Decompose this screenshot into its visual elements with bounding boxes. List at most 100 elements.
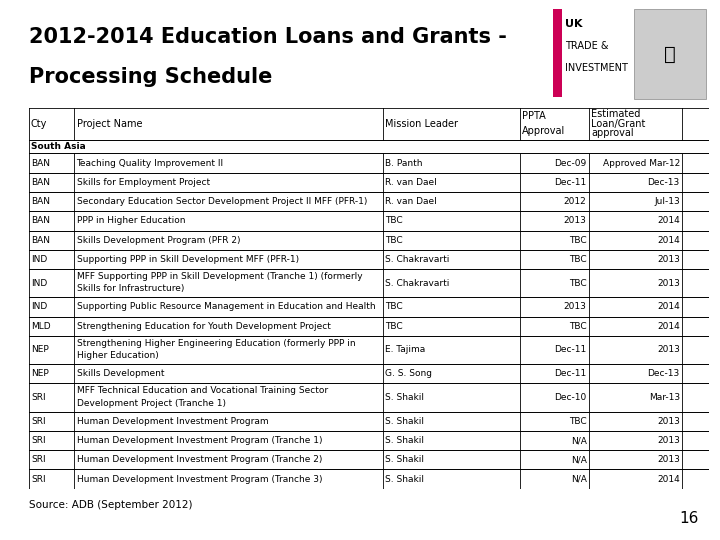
- Text: Project Name: Project Name: [76, 119, 142, 129]
- Text: Development Project (Tranche 1): Development Project (Tranche 1): [76, 399, 225, 408]
- Text: E. Tajima: E. Tajima: [384, 346, 425, 354]
- Text: R. van Dael: R. van Dael: [384, 178, 436, 187]
- Text: S. Shakil: S. Shakil: [384, 417, 424, 426]
- Text: Loan/Grant: Loan/Grant: [591, 119, 645, 129]
- Text: BAN: BAN: [31, 178, 50, 187]
- Text: Mar-13: Mar-13: [649, 393, 680, 402]
- Text: Teaching Quality Improvement II: Teaching Quality Improvement II: [76, 159, 224, 167]
- Text: Dec-11: Dec-11: [554, 178, 587, 187]
- Text: SRI: SRI: [31, 393, 45, 402]
- Text: Dec-11: Dec-11: [554, 346, 587, 354]
- Bar: [634, 9, 706, 99]
- Text: Skills for Employment Project: Skills for Employment Project: [76, 178, 210, 187]
- Text: SRI: SRI: [31, 475, 45, 483]
- Text: INVESTMENT: INVESTMENT: [565, 63, 628, 73]
- Text: PPP in Higher Education: PPP in Higher Education: [76, 217, 185, 225]
- Text: N/A: N/A: [571, 436, 587, 445]
- Text: MFF Technical Education and Vocational Training Sector: MFF Technical Education and Vocational T…: [76, 386, 328, 395]
- Text: NEP: NEP: [31, 369, 49, 378]
- Text: BAN: BAN: [31, 197, 50, 206]
- Text: 2014: 2014: [657, 217, 680, 225]
- Text: IND: IND: [31, 279, 48, 288]
- Text: 2013: 2013: [564, 302, 587, 312]
- Text: SRI: SRI: [31, 455, 45, 464]
- Text: IND: IND: [31, 255, 48, 264]
- Text: Dec-13: Dec-13: [647, 178, 680, 187]
- Text: Human Development Investment Program (Tranche 1): Human Development Investment Program (Tr…: [76, 436, 322, 445]
- Text: N/A: N/A: [571, 475, 587, 483]
- Text: TBC: TBC: [384, 322, 402, 330]
- Text: SRI: SRI: [31, 417, 45, 426]
- Text: Skills Development Program (PFR 2): Skills Development Program (PFR 2): [76, 235, 240, 245]
- Text: Approved Mar-12: Approved Mar-12: [603, 159, 680, 167]
- Text: 2014: 2014: [657, 475, 680, 483]
- Text: Cty: Cty: [31, 119, 48, 129]
- Text: BAN: BAN: [31, 159, 50, 167]
- Text: Human Development Investment Program: Human Development Investment Program: [76, 417, 268, 426]
- Text: PPTA: PPTA: [522, 111, 546, 122]
- Text: Mission Leader: Mission Leader: [384, 119, 458, 129]
- Text: Approval: Approval: [522, 125, 565, 136]
- Text: B. Panth: B. Panth: [384, 159, 422, 167]
- Text: Strengthening Higher Engineering Education (formerly PPP in: Strengthening Higher Engineering Educati…: [76, 339, 355, 348]
- Text: 2013: 2013: [657, 417, 680, 426]
- Text: TBC: TBC: [569, 322, 587, 330]
- Text: Human Development Investment Program (Tranche 3): Human Development Investment Program (Tr…: [76, 475, 322, 483]
- Text: TBC: TBC: [569, 235, 587, 245]
- Text: approval: approval: [591, 129, 634, 138]
- Text: 2013: 2013: [657, 255, 680, 264]
- Text: Skills Development: Skills Development: [76, 369, 164, 378]
- Text: 2012-2014 Education Loans and Grants -: 2012-2014 Education Loans and Grants -: [29, 27, 507, 47]
- Text: Estimated: Estimated: [591, 109, 640, 119]
- Text: Dec-09: Dec-09: [554, 159, 587, 167]
- Text: S. Shakil: S. Shakil: [384, 436, 424, 445]
- Text: 2014: 2014: [657, 235, 680, 245]
- Text: Strengthening Education for Youth Development Project: Strengthening Education for Youth Develo…: [76, 322, 330, 330]
- Text: TBC: TBC: [384, 302, 402, 312]
- Text: TRADE &: TRADE &: [565, 41, 608, 51]
- Text: TBC: TBC: [569, 417, 587, 426]
- Text: S. Shakil: S. Shakil: [384, 475, 424, 483]
- Text: Jul-13: Jul-13: [654, 197, 680, 206]
- Text: Human Development Investment Program (Tranche 2): Human Development Investment Program (Tr…: [76, 455, 322, 464]
- Text: 2013: 2013: [564, 217, 587, 225]
- Text: Higher Education): Higher Education): [76, 351, 158, 360]
- Text: BAN: BAN: [31, 217, 50, 225]
- Text: Dec-11: Dec-11: [554, 369, 587, 378]
- Text: R. van Dael: R. van Dael: [384, 197, 436, 206]
- Text: TBC: TBC: [569, 255, 587, 264]
- Text: G. S. Song: G. S. Song: [384, 369, 432, 378]
- Text: Secondary Education Sector Development Project II MFF (PFR-1): Secondary Education Sector Development P…: [76, 197, 367, 206]
- Text: SRI: SRI: [31, 436, 45, 445]
- Text: 2014: 2014: [657, 302, 680, 312]
- Text: UK: UK: [565, 19, 582, 30]
- Text: Dec-10: Dec-10: [554, 393, 587, 402]
- Text: Supporting Public Resource Management in Education and Health: Supporting Public Resource Management in…: [76, 302, 375, 312]
- Text: BAN: BAN: [31, 235, 50, 245]
- Text: Dec-13: Dec-13: [647, 369, 680, 378]
- Text: TBC: TBC: [569, 279, 587, 288]
- Text: South Asia: South Asia: [31, 143, 86, 151]
- Text: NEP: NEP: [31, 346, 49, 354]
- Text: IND: IND: [31, 302, 48, 312]
- Text: S. Shakil: S. Shakil: [384, 455, 424, 464]
- Text: 🏛: 🏛: [664, 44, 675, 64]
- Bar: [553, 9, 562, 97]
- Text: 16: 16: [679, 511, 698, 526]
- Text: MFF Supporting PPP in Skill Development (Tranche 1) (formerly: MFF Supporting PPP in Skill Development …: [76, 272, 362, 281]
- Text: 2012: 2012: [564, 197, 587, 206]
- Text: 2013: 2013: [657, 346, 680, 354]
- Text: TBC: TBC: [384, 217, 402, 225]
- Text: 2013: 2013: [657, 279, 680, 288]
- Text: N/A: N/A: [571, 455, 587, 464]
- Text: Source: ADB (September 2012): Source: ADB (September 2012): [29, 500, 192, 510]
- Text: Processing Schedule: Processing Schedule: [29, 67, 272, 87]
- Text: 2013: 2013: [657, 436, 680, 445]
- Text: MLD: MLD: [31, 322, 50, 330]
- Text: Skills for Infrastructure): Skills for Infrastructure): [76, 284, 184, 293]
- Text: 2013: 2013: [657, 455, 680, 464]
- Text: Supporting PPP in Skill Development MFF (PFR-1): Supporting PPP in Skill Development MFF …: [76, 255, 299, 264]
- Text: TBC: TBC: [384, 235, 402, 245]
- Text: S. Shakil: S. Shakil: [384, 393, 424, 402]
- Text: S. Chakravarti: S. Chakravarti: [384, 255, 449, 264]
